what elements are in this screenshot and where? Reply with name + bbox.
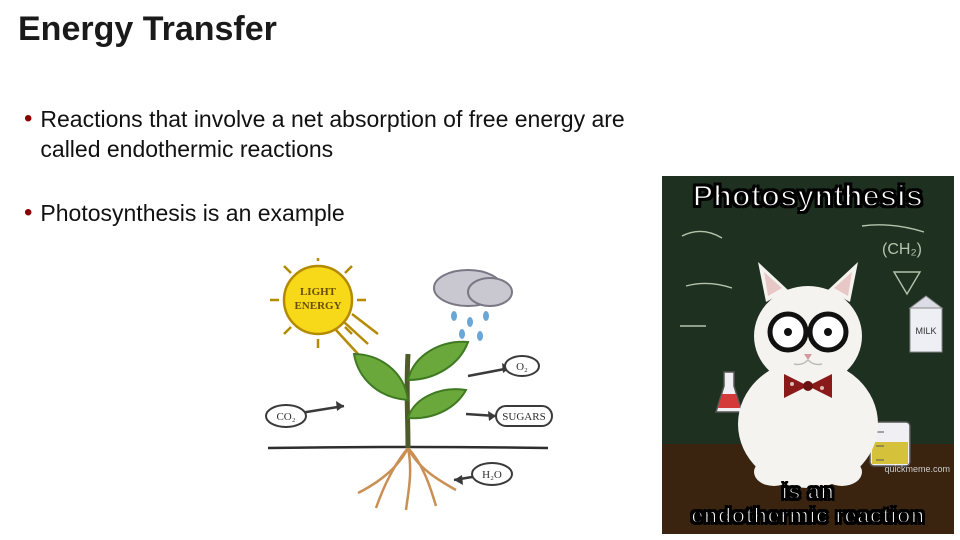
h2o-label: H₂O (482, 469, 502, 481)
bullet-text: Reactions that involve a net absorption … (40, 104, 644, 164)
meme-bottom-line2: endothermic reaction (691, 503, 925, 528)
bullet-dot-icon: • (24, 198, 32, 228)
svg-text:(CH₂): (CH₂) (882, 241, 922, 258)
stem-icon (407, 354, 408, 448)
bullet-item: • Photosynthesis is an example (24, 198, 644, 228)
svg-text:LIGHT: LIGHT (300, 286, 337, 298)
bullet-text: Photosynthesis is an example (40, 198, 344, 228)
leaves-icon (354, 342, 468, 418)
meme-bottom-line1: is an (782, 479, 835, 504)
slide-title: Energy Transfer (18, 10, 277, 49)
co2-label: CO₂ (276, 411, 295, 423)
svg-text:ENERGY: ENERGY (294, 300, 341, 312)
svg-text:MILK: MILK (915, 326, 936, 336)
photosynthesis-diagram: LIGHT ENERGY (258, 258, 558, 528)
meme-watermark: quickmeme.com (884, 464, 950, 474)
meme-top-text: Photosynthesis (662, 180, 954, 214)
meme-bottom-text: is an endothermic reaction (662, 480, 954, 528)
sugars-label: SUGARS (502, 411, 545, 423)
milk-carton-icon: MILK (910, 296, 942, 352)
bullet-item: • Reactions that involve a net absorptio… (24, 104, 644, 164)
cat-meme-image: (CH₂) MILK (662, 176, 954, 534)
roots-icon (358, 448, 456, 510)
cloud-icon (434, 270, 512, 341)
bullet-dot-icon: • (24, 104, 32, 134)
bullet-list: • Reactions that involve a net absorptio… (24, 104, 644, 262)
sun-icon: LIGHT ENERGY (270, 258, 378, 354)
o2-label: O₂ (516, 361, 528, 373)
